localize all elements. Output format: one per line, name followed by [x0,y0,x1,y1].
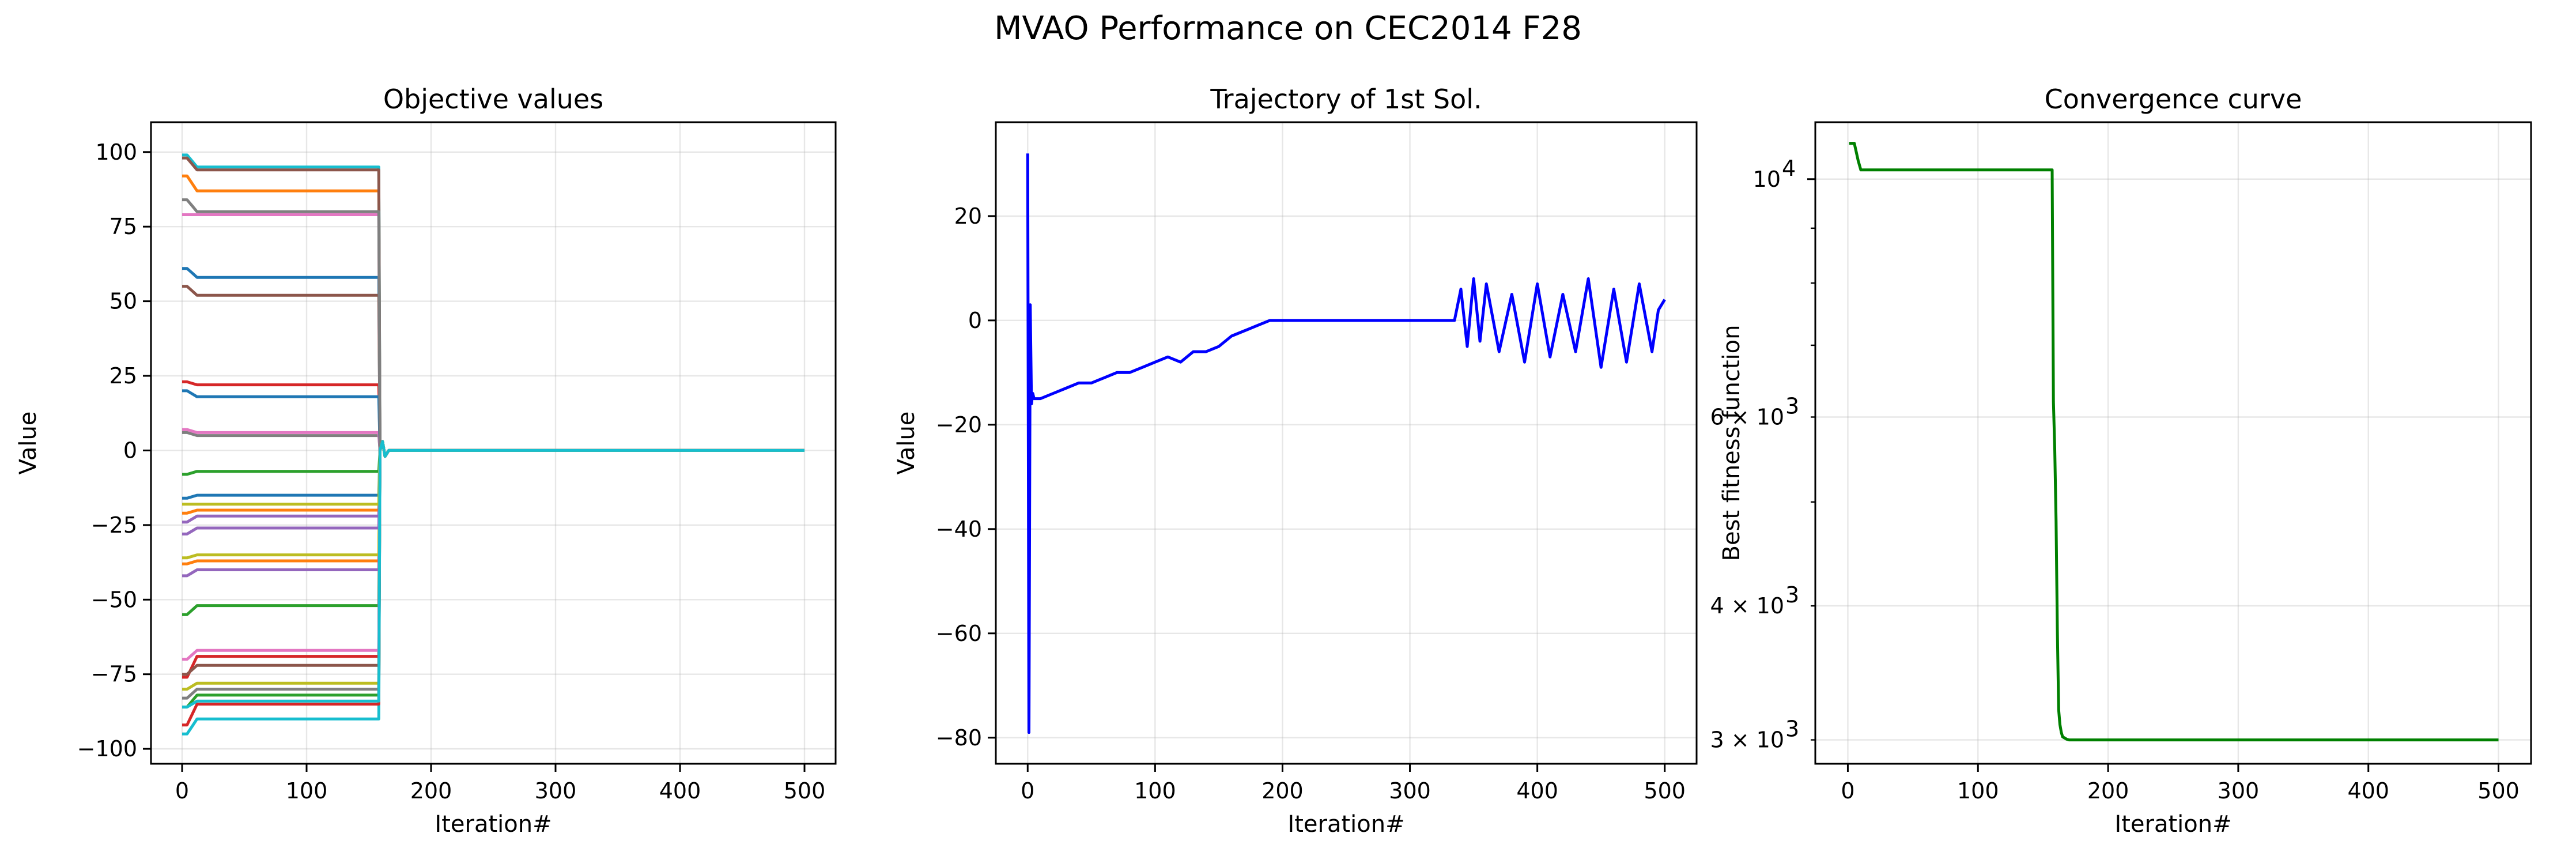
y-axis-label: Value [893,412,920,475]
x-tick-label: 300 [2218,778,2260,804]
y-tick-label: −60 [936,621,982,646]
y-tick-label: −50 [91,587,137,612]
y-tick-label: −75 [91,662,137,687]
x-tick-label: 400 [659,778,701,804]
subplot-trajectory: Trajectory of 1st Sol.0 100 200 300 400 500−8… [893,84,1698,838]
x-tick-label: 400 [2347,778,2389,804]
x-axis-label: Iteration# [2114,811,2231,838]
grid [996,122,1697,764]
y-tick-label: 0 [123,438,137,463]
series-lines [182,153,804,736]
convergence-line [1849,142,2499,742]
y-tick-exponent: 3 [1785,582,1799,608]
axes-frame [995,121,1698,765]
x-tick-label: 500 [1644,778,1686,804]
series-line [182,440,804,536]
y-tick-label: −20 [936,412,982,438]
x-tick-label: 300 [1389,778,1431,804]
series-line [182,153,804,458]
x-tick-label: 500 [2477,778,2520,804]
series-line [182,440,804,560]
grid [1815,122,2531,764]
x-tick-label: 400 [1516,778,1558,804]
y-tick-label: −40 [936,516,982,542]
series-line [182,440,804,691]
y-tick-label: 100 [95,139,137,165]
y-tick-label: 25 [109,363,137,389]
x-tick-label: 0 [1841,778,1854,804]
axes-frame [1814,121,2532,765]
series-line [182,389,804,458]
y-axis-label: Best fitness function [1718,325,1745,561]
x-tick-label: 100 [286,778,328,804]
axes-title: Convergence curve [2045,84,2302,115]
x-tick-label: 200 [2087,778,2129,804]
series-line [182,440,804,476]
x-axis-label: Iteration# [1287,811,1404,838]
series-line [182,431,804,458]
series-line [182,285,804,458]
y-tick-label: 50 [109,289,137,314]
x-tick-label: 0 [175,778,189,804]
grid [151,122,836,764]
subplot-convergence: Convergence curve 0 100 200 300 400 500 Iterati… [1710,84,2532,838]
y-tick-exponent: 3 [1785,393,1799,418]
y-axis-label: Value [15,412,41,475]
y-tick-label: 10 [1753,167,1781,192]
y-tick-label: 4 × 10 [1710,593,1784,619]
y-tick-label: −25 [91,512,137,538]
x-tick-label: 300 [535,778,577,804]
y-tick-label: 6 × 10 [1710,404,1784,429]
trajectory-line [1026,153,1666,734]
series-line [182,440,804,676]
y-tick-label: 3 × 10 [1710,727,1784,753]
y-tick-label: −100 [77,736,137,761]
y-tick-exponent: 4 [1782,156,1796,181]
series-line [182,440,804,679]
x-tick-label: 200 [1261,778,1304,804]
y-tick-label: 20 [954,203,982,229]
y-tick-label: 75 [109,214,137,239]
y-tick-exponent: 3 [1785,717,1799,742]
series-line [182,174,804,458]
series-line [182,213,804,458]
series-line [182,156,804,458]
x-tick-label: 100 [1957,778,1999,804]
axes-frame [150,121,837,765]
series-line [182,440,804,709]
series-line [182,440,804,515]
y-tick-label: 0 [968,308,982,333]
series-line [182,440,804,709]
series-line [182,198,804,458]
series-line [182,428,804,458]
x-tick-label: 100 [1134,778,1176,804]
axes-title: Trajectory of 1st Sol. [1210,84,1482,115]
series-line [182,440,804,565]
x-tick-label: 200 [410,778,452,804]
axes-title: Objective values [383,84,603,115]
x-tick-label: 0 [1021,778,1034,804]
x-tick-label: 500 [784,778,826,804]
x-axis-label: Iteration# [435,811,552,838]
series-line [182,440,804,661]
series-line [182,380,804,458]
y-tick-label: −80 [936,725,982,751]
figure-title: MVAO Performance on CEC2014 F28 [994,10,1582,47]
